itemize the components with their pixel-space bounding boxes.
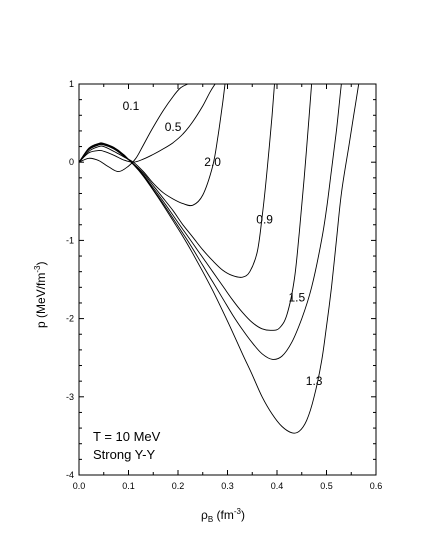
series-line-0-1: [78, 83, 189, 173]
x-tick-label: 0.1: [122, 481, 135, 491]
y-tick-label: -3: [66, 392, 74, 402]
series-label-1-3: 1.3: [306, 374, 323, 388]
x-tick-label: 0.2: [172, 481, 185, 491]
series-line-unlabeled-6: [78, 83, 342, 360]
y-tick-label: -2: [66, 314, 74, 324]
x-tick-label: 0.3: [221, 481, 234, 491]
x-tick-label: 0.0: [73, 481, 86, 491]
tick-labels: 0.0 0.1 0.2 0.3 0.4 0.5 0.6 1 0 -1 -2 -3 -4: [66, 79, 382, 491]
series-label-0-5: 0.5: [165, 120, 182, 134]
axis-ticks: [78, 83, 377, 476]
series-curves: [78, 83, 360, 434]
series-label-0-9: 0.9: [256, 212, 273, 226]
y-tick-label: -4: [66, 470, 74, 480]
annotation-temperature: T = 10 MeV: [93, 429, 161, 444]
y-tick-label: 1: [69, 79, 74, 89]
plot-frame: [78, 83, 377, 476]
y-tick-label: 0: [69, 157, 74, 167]
series-line-1-5: [78, 83, 313, 331]
series-line-2-0: [78, 83, 226, 207]
series-label-1-5: 1.5: [288, 290, 305, 304]
series-label-0-1: 0.1: [123, 99, 140, 113]
series-label-2-0: 2.0: [204, 155, 221, 169]
series-line-0-5: [78, 83, 216, 163]
x-axis-title: ρB (fm-3): [201, 507, 245, 524]
x-tick-label: 0.5: [320, 481, 333, 491]
y-axis-title: p (MeV/fm-3): [33, 262, 48, 328]
annotation-interaction: Strong Y-Y: [93, 447, 155, 462]
x-tick-label: 0.4: [271, 481, 284, 491]
y-tick-label: -1: [66, 235, 74, 245]
series-labels: 0.1 0.5 2.0 0.9 1.5 1.3: [123, 99, 323, 388]
x-tick-label: 0.6: [370, 481, 383, 491]
series-line-0-9: [78, 83, 275, 278]
